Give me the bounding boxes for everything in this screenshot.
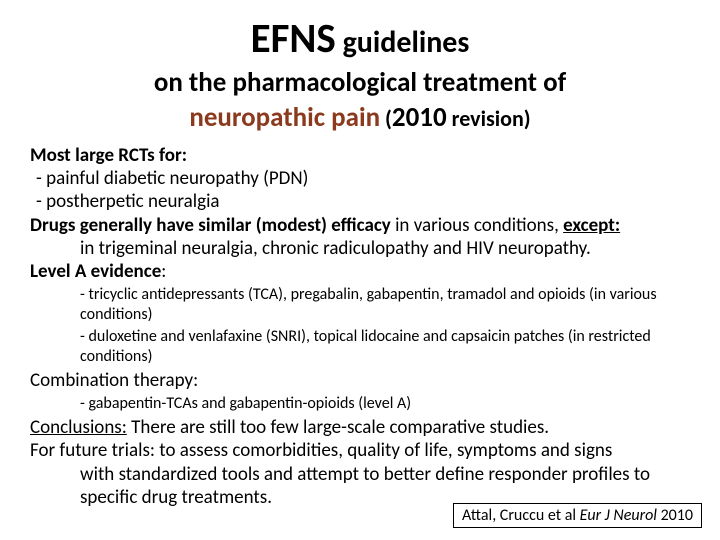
drugs-tail: in trigeminal neuralgia, chronic radicul… [30,237,690,260]
slide: EFNS guidelines on the pharmacological t… [0,0,720,540]
drugs-3: in various conditions, [391,214,563,237]
conclusions-label: Conclusions: [30,416,127,439]
title-line2: on the pharmacological treatment of [30,66,690,99]
combo-item-1: - gabapentin-TCAs and gabapentin-opioids… [30,394,690,414]
drugs-4: except: [563,214,620,237]
citation-year: 2010 [661,506,693,525]
rcts-item-2: - postherpetic neuralgia [30,190,690,213]
title-line1: EFNS guidelines [30,14,690,64]
level-a-label-line: Level A evidence: [30,260,690,283]
citation-journal: Eur J Neurol [580,506,661,525]
citation-box: Attal, Cruccu et al Eur J Neurol 2010 [453,503,702,528]
drugs-2: similar (modest) efficacy [198,214,391,237]
level-a-colon: : [161,260,166,283]
future-lead: For future trials: to assess comorbiditi… [30,439,690,462]
level-a-item-2: - duloxetine and venlafaxine (SNRI), top… [30,327,690,367]
title-line3: neuropathic pain (2010 revision) [30,101,690,134]
level-a-label: Level A evidence [30,260,161,283]
level-a-item-1: - tricyclic antidepressants (TCA), prega… [30,285,690,325]
conclusions-tail: There are still too few large-scale comp… [127,416,549,439]
title-rev-tail: revision) [447,105,531,132]
title-rev-open: ( [380,105,392,132]
conclusions-line: Conclusions: There are still too few lar… [30,416,690,439]
title-block: EFNS guidelines on the pharmacological t… [30,14,690,134]
rcts-label: Most large RCTs for: [30,144,690,167]
future-tail: with standardized tools and attempt to b… [30,463,690,509]
body-text: Most large RCTs for: - painful diabetic … [30,144,690,509]
citation-authors: Attal, Cruccu et al [462,506,580,525]
drugs-line: Drugs generally have similar (modest) ef… [30,214,690,237]
title-neuropathic: neuropathic pain [189,101,380,134]
combo-label: Combination therapy: [30,369,690,392]
drugs-1: Drugs generally have [30,214,198,237]
rcts-item-1: - painful diabetic neuropathy (PDN) [30,167,690,190]
title-efns: EFNS [251,14,336,64]
title-guidelines: guidelines [336,24,470,61]
title-year: 2010 [392,101,447,134]
